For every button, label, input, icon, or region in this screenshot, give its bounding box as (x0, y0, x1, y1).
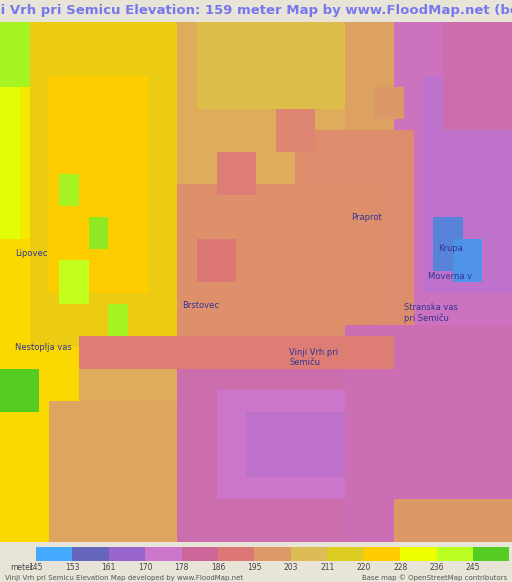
Text: 203: 203 (284, 563, 298, 572)
Text: Vinji Vrh pri Semicu Elevation: 159 meter Map by www.FloodMap.net (beta): Vinji Vrh pri Semicu Elevation: 159 mete… (0, 5, 512, 17)
Text: 153: 153 (65, 563, 79, 572)
Text: Krupa: Krupa (438, 244, 463, 253)
Bar (327, 547, 364, 561)
Bar (364, 547, 400, 561)
Bar (400, 547, 437, 561)
Text: Stranska vas
pri Semiču: Stranska vas pri Semiču (404, 303, 458, 323)
Text: Vinji Vrh pri Semicu Elevation Map developed by www.FloodMap.net: Vinji Vrh pri Semicu Elevation Map devel… (5, 575, 243, 581)
Text: 186: 186 (211, 563, 225, 572)
Text: Nestoplja vas: Nestoplja vas (15, 342, 72, 352)
Text: 161: 161 (101, 563, 116, 572)
Text: 178: 178 (175, 563, 189, 572)
Bar (72, 547, 109, 561)
Text: 220: 220 (356, 563, 371, 572)
Text: Base map © OpenStreetMap contributors: Base map © OpenStreetMap contributors (361, 575, 507, 581)
Bar (291, 547, 327, 561)
Text: Brstovec: Brstovec (182, 301, 219, 310)
Bar (473, 547, 509, 561)
Text: 211: 211 (320, 563, 334, 572)
Bar (437, 547, 473, 561)
Text: 195: 195 (247, 563, 262, 572)
Bar (109, 547, 145, 561)
Text: 245: 245 (466, 563, 480, 572)
Text: Lipovec: Lipovec (15, 249, 48, 258)
Text: Vinji Vrh pri
Semiču: Vinji Vrh pri Semiču (289, 347, 338, 367)
Bar (254, 547, 291, 561)
Text: 228: 228 (393, 563, 407, 572)
Bar (218, 547, 254, 561)
Text: Praprot: Praprot (351, 212, 381, 222)
Text: 145: 145 (29, 563, 43, 572)
Text: 236: 236 (430, 563, 444, 572)
Bar (182, 547, 218, 561)
Bar (36, 547, 72, 561)
Bar (145, 547, 182, 561)
Text: Moverna v: Moverna v (428, 272, 472, 281)
Text: meter: meter (10, 563, 33, 572)
Text: 170: 170 (138, 563, 153, 572)
